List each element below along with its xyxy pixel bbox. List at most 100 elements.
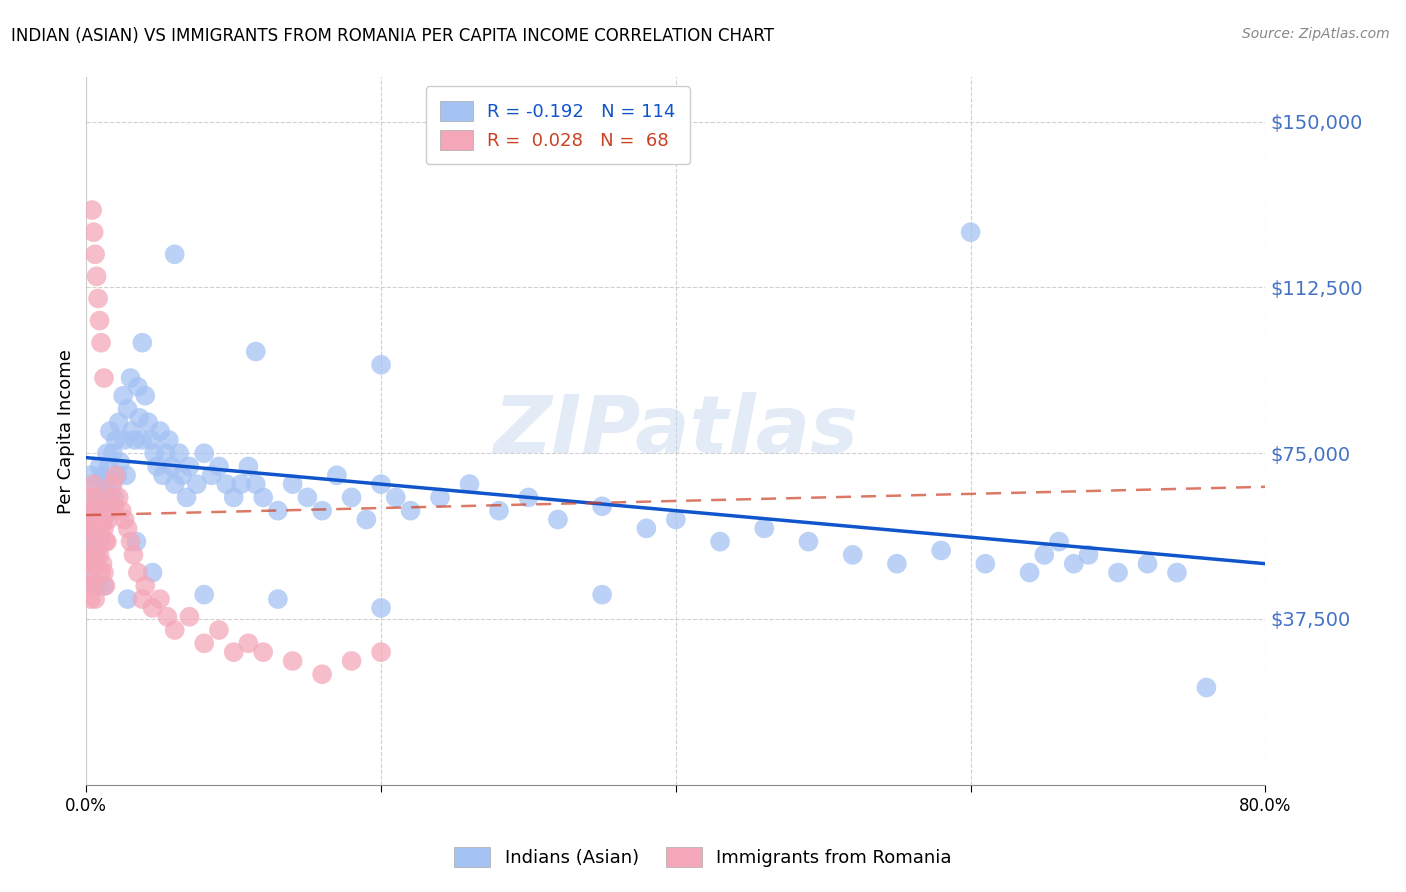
Point — [370, 477, 392, 491]
Point — [100, 477, 122, 491]
Point — [94, 534, 117, 549]
Point — [142, 601, 165, 615]
Point — [82, 202, 104, 217]
Point — [281, 477, 304, 491]
Point — [84, 247, 107, 261]
Point — [1136, 557, 1159, 571]
Point — [80, 468, 103, 483]
Point — [80, 534, 103, 549]
Point — [83, 225, 105, 239]
Point — [1063, 557, 1085, 571]
Point — [1166, 566, 1188, 580]
Point — [179, 609, 201, 624]
Point — [90, 335, 112, 350]
Point — [709, 534, 731, 549]
Point — [134, 389, 156, 403]
Point — [87, 521, 110, 535]
Point — [311, 504, 333, 518]
Point — [176, 491, 198, 505]
Point — [252, 645, 274, 659]
Point — [131, 592, 153, 607]
Point — [87, 534, 110, 549]
Point — [103, 491, 125, 505]
Point — [193, 588, 215, 602]
Point — [252, 491, 274, 505]
Point — [108, 455, 131, 469]
Point — [93, 566, 115, 580]
Point — [83, 477, 105, 491]
Point — [77, 579, 100, 593]
Point — [139, 433, 162, 447]
Point — [117, 402, 139, 417]
Point — [120, 371, 142, 385]
Point — [93, 521, 115, 535]
Point — [340, 654, 363, 668]
Point — [104, 468, 127, 483]
Legend: R = -0.192   N = 114, R =  0.028   N =  68: R = -0.192 N = 114, R = 0.028 N = 68 — [426, 87, 690, 164]
Point — [76, 521, 98, 535]
Point — [80, 491, 103, 505]
Point — [89, 548, 111, 562]
Point — [160, 459, 183, 474]
Point — [115, 468, 138, 483]
Point — [222, 645, 245, 659]
Point — [114, 512, 136, 526]
Point — [89, 459, 111, 474]
Point — [77, 504, 100, 518]
Point — [84, 504, 107, 518]
Point — [886, 557, 908, 571]
Point — [90, 491, 112, 505]
Point — [1107, 566, 1129, 580]
Point — [86, 557, 108, 571]
Point — [90, 521, 112, 535]
Point — [82, 534, 104, 549]
Point — [80, 592, 103, 607]
Point — [84, 548, 107, 562]
Legend: Indians (Asian), Immigrants from Romania: Indians (Asian), Immigrants from Romania — [447, 839, 959, 874]
Text: ZIPatlas: ZIPatlas — [494, 392, 858, 470]
Point — [131, 433, 153, 447]
Point — [120, 534, 142, 549]
Point — [114, 433, 136, 447]
Point — [77, 566, 100, 580]
Point — [267, 504, 290, 518]
Point — [86, 477, 108, 491]
Point — [157, 433, 180, 447]
Point — [754, 521, 776, 535]
Point — [90, 566, 112, 580]
Point — [959, 225, 981, 239]
Point — [117, 592, 139, 607]
Point — [136, 415, 159, 429]
Point — [458, 477, 481, 491]
Point — [91, 468, 114, 483]
Point — [80, 579, 103, 593]
Point — [84, 521, 107, 535]
Point — [1018, 566, 1040, 580]
Point — [82, 512, 104, 526]
Point — [83, 521, 105, 535]
Point — [841, 548, 863, 562]
Point — [87, 491, 110, 505]
Point — [208, 623, 231, 637]
Point — [179, 459, 201, 474]
Point — [134, 579, 156, 593]
Point — [84, 500, 107, 514]
Point — [86, 269, 108, 284]
Point — [96, 534, 118, 549]
Point — [222, 491, 245, 505]
Point — [104, 433, 127, 447]
Point — [77, 548, 100, 562]
Point — [193, 636, 215, 650]
Point — [356, 512, 378, 526]
Point — [974, 557, 997, 571]
Point — [124, 433, 146, 447]
Point — [97, 504, 120, 518]
Point — [103, 500, 125, 514]
Point — [636, 521, 658, 535]
Point — [77, 504, 100, 518]
Point — [93, 512, 115, 526]
Point — [91, 512, 114, 526]
Point — [86, 548, 108, 562]
Point — [149, 592, 172, 607]
Point — [84, 592, 107, 607]
